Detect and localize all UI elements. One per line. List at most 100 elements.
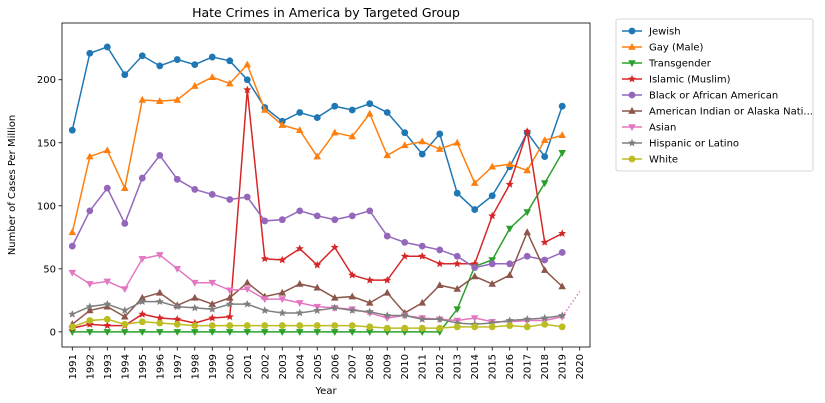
data-point — [278, 121, 287, 128]
data-point — [295, 308, 304, 317]
data-point — [68, 228, 77, 236]
data-point — [471, 323, 479, 331]
data-point — [261, 217, 269, 225]
data-point — [103, 184, 111, 192]
data-point — [488, 260, 496, 268]
data-point — [68, 242, 76, 250]
data-point — [121, 320, 129, 328]
data-point — [366, 207, 374, 215]
y-tick-label: 50 — [43, 264, 56, 275]
data-point — [156, 151, 164, 159]
data-point — [488, 279, 497, 287]
data-point — [208, 329, 217, 336]
data-point — [471, 206, 479, 213]
legend-frame — [615, 18, 814, 172]
y-axis-label: Number of Cases Per Million — [7, 115, 18, 255]
data-point — [261, 322, 269, 329]
data-point — [558, 249, 566, 256]
data-point — [85, 152, 94, 160]
data-point — [138, 255, 147, 263]
data-point — [243, 85, 252, 94]
x-tick-label: 2014 — [470, 354, 481, 379]
data-point — [488, 323, 496, 331]
data-point — [138, 297, 147, 306]
data-point — [208, 53, 216, 61]
data-point — [138, 293, 147, 301]
data-point — [278, 308, 287, 317]
legend-label: Jewish — [648, 27, 681, 38]
x-tick-label: 2001 — [243, 354, 254, 379]
x-tick-label: 2017 — [523, 354, 534, 379]
legend-label: Gay (Male) — [649, 43, 704, 54]
data-point — [85, 302, 94, 311]
y-tick-label: 200 — [37, 75, 56, 86]
data-point — [436, 324, 444, 332]
data-point — [523, 228, 532, 236]
data-point — [260, 306, 269, 314]
data-point — [173, 266, 182, 273]
data-point — [365, 109, 374, 117]
data-point — [331, 216, 339, 224]
x-tick-label: 2000 — [225, 354, 236, 379]
chart-title: Hate Crimes in America by Targeted Group — [192, 5, 460, 20]
data-point — [488, 162, 497, 170]
data-point — [243, 286, 252, 294]
data-point — [190, 279, 199, 287]
data-point — [120, 312, 129, 320]
data-point — [103, 146, 112, 154]
series-black-or-african-american — [68, 151, 566, 271]
data-point — [208, 300, 217, 307]
data-point — [120, 286, 129, 294]
data-point — [173, 95, 182, 103]
data-point — [243, 278, 252, 286]
x-tick-label: 2005 — [313, 354, 324, 379]
x-tick-label: 1994 — [120, 354, 131, 379]
data-point — [121, 220, 129, 227]
data-point — [208, 322, 216, 329]
data-point — [103, 329, 112, 336]
x-tick-label: 2003 — [278, 354, 289, 379]
data-point — [295, 279, 304, 287]
data-point — [558, 102, 566, 110]
legend-label: Black or African American — [649, 91, 778, 102]
data-point — [348, 106, 356, 114]
data-point — [226, 322, 234, 329]
data-point — [103, 299, 112, 308]
x-tick-label: 2015 — [488, 354, 499, 379]
data-point — [418, 252, 427, 260]
data-point — [436, 246, 444, 254]
data-point — [435, 315, 444, 323]
legend-label: Transgender — [648, 59, 712, 70]
data-point — [103, 302, 112, 310]
data-point — [540, 266, 549, 273]
data-point — [243, 76, 251, 84]
data-point — [418, 150, 426, 158]
data-point — [331, 102, 339, 110]
data-point — [190, 293, 199, 301]
data-point — [330, 293, 339, 301]
x-tick-label: 1996 — [155, 354, 166, 379]
series-gay-male — [68, 60, 567, 236]
data-point — [418, 324, 426, 332]
data-point — [243, 329, 252, 336]
data-point — [278, 288, 287, 296]
data-point — [313, 322, 321, 329]
data-point — [383, 311, 392, 319]
data-point — [173, 56, 181, 63]
data-point — [295, 329, 304, 336]
data-point — [506, 322, 514, 329]
data-point — [558, 131, 567, 139]
data-point — [348, 212, 356, 220]
data-point — [155, 329, 164, 336]
data-point — [523, 127, 532, 135]
data-point — [225, 287, 234, 295]
data-point — [225, 293, 234, 301]
data-point — [348, 292, 357, 300]
data-point — [120, 306, 129, 314]
data-point — [523, 166, 532, 174]
data-point — [453, 306, 462, 314]
x-tick-label: 2008 — [365, 354, 376, 379]
data-point — [225, 299, 234, 308]
x-tick-label: 2016 — [505, 354, 516, 379]
data-point — [68, 269, 77, 277]
